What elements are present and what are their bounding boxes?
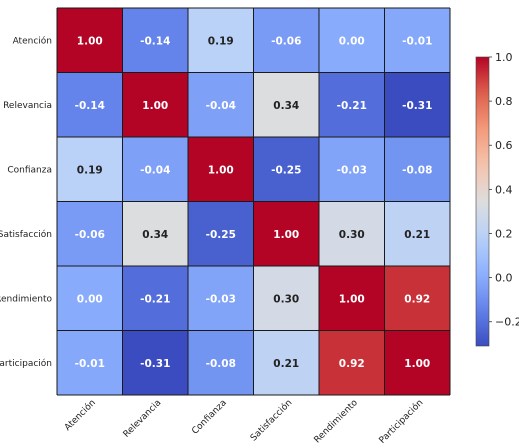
heatmap-cell-5-4 — [319, 330, 385, 395]
cell-value-label: 0.30 — [339, 229, 365, 241]
cell-value-label: 0.21 — [273, 358, 299, 370]
cell-value-label: -0.14 — [75, 100, 105, 112]
cell-value-label: -0.04 — [206, 100, 236, 112]
heatmap-cell-3-1 — [122, 201, 188, 266]
cell-value-label: 1.00 — [208, 164, 234, 176]
heatmap-cell-3-2 — [188, 201, 254, 266]
cell-value-label: 1.00 — [404, 358, 430, 370]
colorbar: −0.2 0.0 0.2 0.4 0.6 0.8 1.0 — [475, 51, 519, 347]
heatmap-cell-2-2 — [188, 137, 254, 202]
heatmap-cell-1-1 — [122, 72, 188, 137]
y-tick-label: Satisfacción — [0, 229, 52, 240]
heatmap-cell-4-3 — [253, 266, 319, 331]
x-tick-label: Participación — [377, 397, 426, 446]
heatmap-cell-1-4 — [319, 72, 385, 137]
cell-value-label: -0.01 — [75, 358, 105, 370]
cell-value-label: -0.25 — [271, 164, 301, 176]
y-axis-tick-labels: Atención Relevancia Confianza Satisfacción R… — [0, 35, 52, 369]
y-tick-label: Rendimiento — [0, 294, 52, 304]
cell-value-label: 0.34 — [142, 229, 168, 241]
cell-value-label: 0.34 — [273, 100, 299, 112]
colorbar-tick-label: 0.4 — [495, 183, 513, 196]
cell-value-label: 0.30 — [273, 293, 299, 305]
cell-value-label: -0.04 — [140, 164, 170, 176]
x-axis-tick-labels: Atención Relevancia Confianza Satisfacción R… — [62, 397, 425, 446]
heatmap-cell-4-2 — [188, 266, 254, 331]
cell-value-label: -0.31 — [402, 100, 432, 112]
cell-value-label: -0.21 — [337, 100, 367, 112]
colorbar-tick-label: −0.2 — [495, 316, 519, 329]
x-tick-label: Confianza — [190, 398, 229, 437]
heatmap-cell-3-0 — [57, 201, 123, 266]
colorbar-tick-label: 1.0 — [495, 51, 513, 64]
cell-value-label: -0.01 — [402, 35, 432, 47]
cell-value-label: 0.00 — [339, 35, 365, 47]
cell-value-label: 1.00 — [273, 229, 299, 241]
heatmap-cell-4-4 — [319, 266, 385, 331]
heatmap-cell-5-0 — [57, 330, 123, 395]
heatmap-cell-0-1 — [122, 8, 188, 73]
heatmap-cell-2-0 — [57, 137, 123, 202]
cell-value-label: 1.00 — [77, 35, 103, 47]
y-tick-label: Atención — [13, 35, 52, 46]
heatmap-cell-0-0 — [57, 8, 123, 73]
heatmap-cell-1-2 — [188, 72, 254, 137]
cell-value-label: 0.92 — [404, 293, 430, 305]
cell-value-label: -0.06 — [75, 229, 105, 241]
colorbar-tick-label: 0.6 — [495, 139, 513, 152]
cell-value-label: 1.00 — [142, 100, 168, 112]
x-tick-label: Atención — [62, 397, 98, 433]
heatmap-cell-1-0 — [57, 72, 123, 137]
heatmap-cell-0-2 — [188, 8, 254, 73]
cell-value-label: 1.00 — [339, 293, 365, 305]
heatmap-cell-3-4 — [319, 201, 385, 266]
cell-value-label: 0.92 — [339, 358, 365, 370]
cell-value-label: -0.03 — [337, 164, 367, 176]
colorbar-tick-label: 0.8 — [495, 95, 513, 108]
heatmap-cell-5-3 — [253, 330, 319, 395]
heatmap-cell-2-1 — [122, 137, 188, 202]
heatmap-cell-0-4 — [319, 8, 385, 73]
heatmap-cell-4-5 — [384, 266, 450, 331]
heatmap-cell-5-5 — [384, 330, 450, 395]
cell-value-label: -0.14 — [140, 35, 170, 47]
heatmap-cells — [57, 8, 450, 395]
cell-value-label: -0.08 — [206, 358, 236, 370]
cell-value-label: -0.03 — [206, 293, 236, 305]
cell-value-label: -0.21 — [140, 293, 170, 305]
heatmap-cell-labels: 1.00 -0.14 0.19 -0.06 0.00 -0.01 -0.14 1.00 -0.0… — [75, 35, 433, 370]
cell-value-label: -0.06 — [271, 35, 301, 47]
x-tick-label: Rendimiento — [313, 398, 361, 446]
heatmap-cell-2-3 — [253, 137, 319, 202]
heatmap-cell-5-2 — [188, 330, 254, 395]
cell-value-label: -0.08 — [402, 164, 432, 176]
heatmap-cell-4-0 — [57, 266, 123, 331]
heatmap-cell-3-5 — [384, 201, 450, 266]
colorbar-gradient — [475, 56, 490, 347]
cell-value-label: 0.19 — [77, 164, 103, 176]
heatmap-cell-1-3 — [253, 72, 319, 137]
colorbar-tick-label: 0.0 — [495, 272, 513, 285]
heatmap-cell-0-3 — [253, 8, 319, 73]
heatmap-cell-2-5 — [384, 137, 450, 202]
cell-value-label: -0.25 — [206, 229, 236, 241]
cell-value-label: 0.19 — [208, 35, 234, 47]
y-tick-label: Confianza — [7, 165, 52, 175]
colorbar-tick-label: 0.2 — [495, 227, 513, 240]
heatmap-cell-5-1 — [122, 330, 188, 395]
cell-value-label: -0.31 — [140, 358, 170, 370]
heatmap-cell-2-4 — [319, 137, 385, 202]
heatmap-cell-3-3 — [253, 201, 319, 266]
y-tick-label: Relevancia — [3, 101, 52, 111]
heatmap-grid — [56, 7, 451, 396]
heatmap-cell-1-5 — [384, 72, 450, 137]
x-tick-label: Relevancia — [122, 398, 164, 440]
cell-value-label: 0.00 — [77, 293, 103, 305]
heatmap-cell-4-1 — [122, 266, 188, 331]
x-tick-label: Satisfacción — [248, 397, 294, 443]
y-tick-label: Participación — [0, 358, 52, 369]
cell-value-label: 0.21 — [404, 229, 430, 241]
heatmap-cell-0-5 — [384, 8, 450, 73]
